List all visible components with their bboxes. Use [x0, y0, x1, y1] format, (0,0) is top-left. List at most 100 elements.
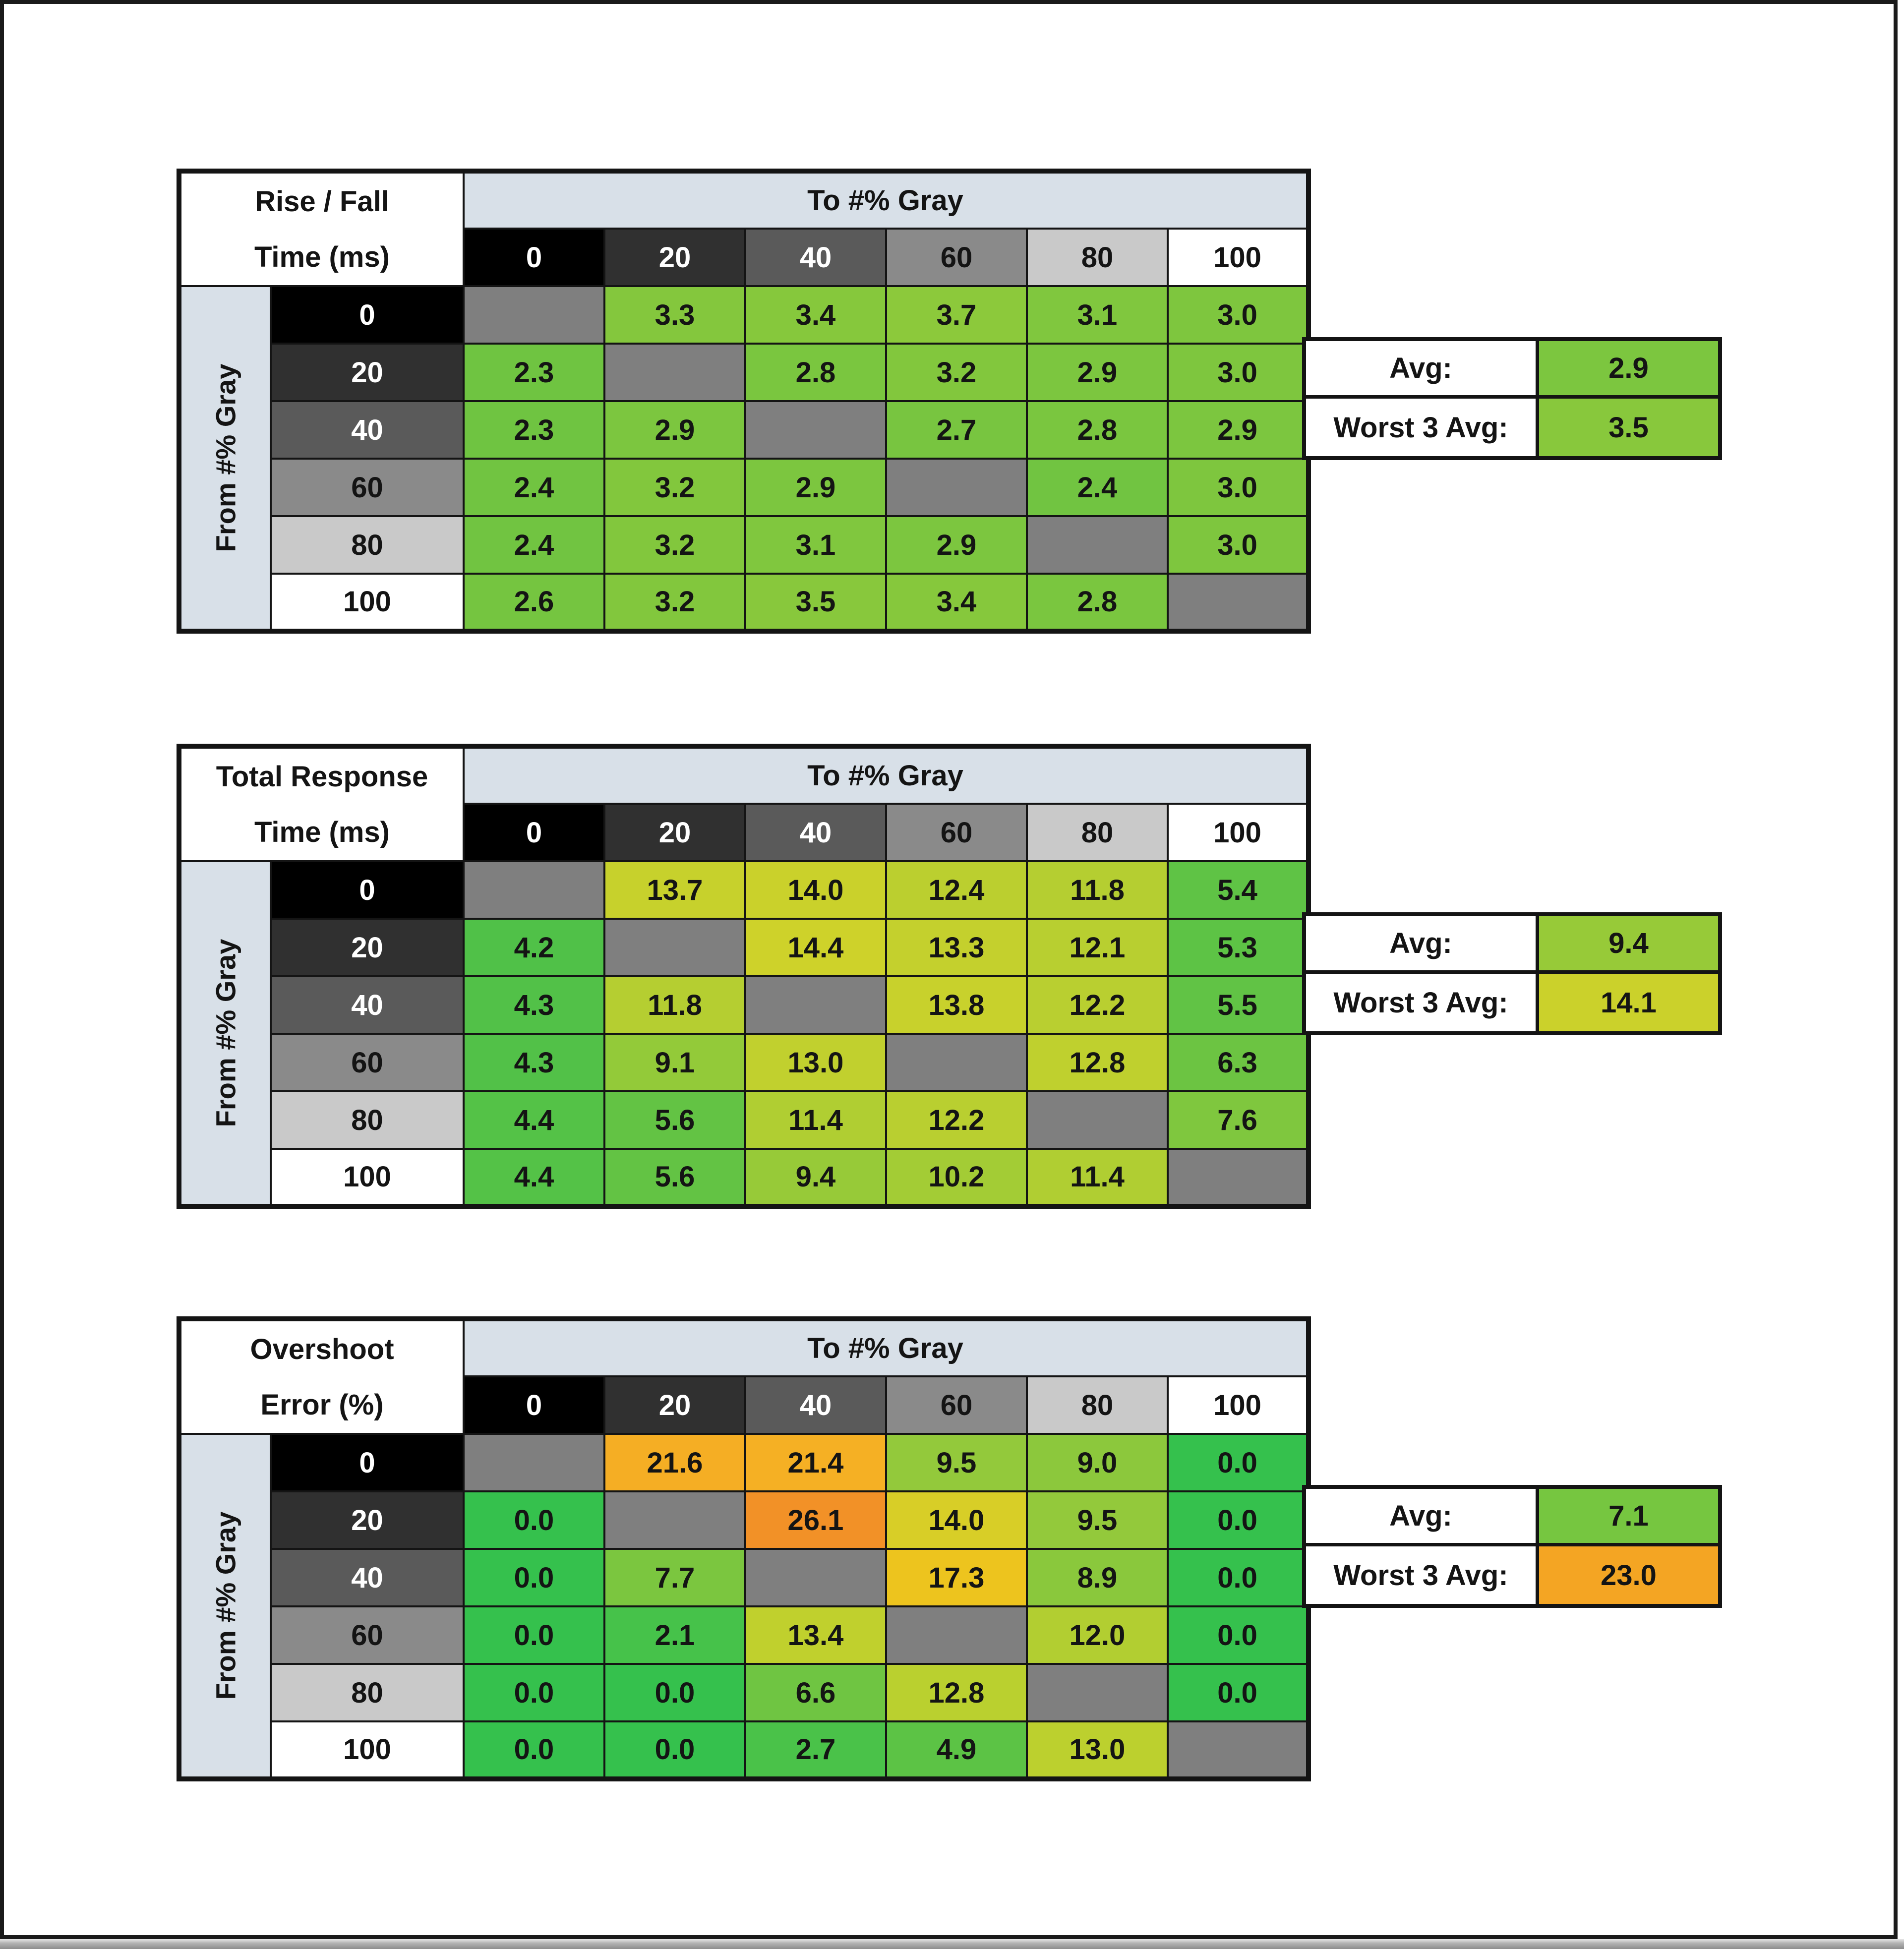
- heatmap-cell-diagonal: [744, 400, 887, 460]
- heatmap-cell: 0.0: [1166, 1548, 1310, 1607]
- heatmap-cell: 0.0: [603, 1720, 746, 1780]
- table-title-line2: Error (%): [260, 1388, 384, 1421]
- heatmap-cell: 2.8: [1026, 573, 1169, 632]
- heatmap-cell: 3.0: [1166, 285, 1310, 345]
- row-header-40: 40: [270, 975, 465, 1035]
- heatmap-cell-diagonal: [463, 285, 605, 345]
- heatmap-cell: 2.6: [463, 573, 605, 632]
- heatmap-cell: 9.5: [1026, 1490, 1169, 1550]
- summary-box: Avg: 7.1 Worst 3 Avg: 23.0: [1302, 1485, 1722, 1608]
- heatmap-cell-diagonal: [603, 343, 746, 402]
- heatmap-cell: 14.0: [744, 860, 887, 920]
- heatmap-cell-diagonal: [744, 1548, 887, 1607]
- bottom-scroll-strip: [0, 1939, 1904, 1949]
- row-header-20: 20: [270, 918, 465, 977]
- heatmap-cell: 3.2: [603, 458, 746, 517]
- heatmap-cell: 3.4: [744, 285, 887, 345]
- worst3-label: Worst 3 Avg:: [1306, 399, 1536, 456]
- heatmap-cell-diagonal: [1166, 573, 1310, 632]
- heatmap-cell: 21.6: [603, 1433, 746, 1492]
- heatmap-cell: 13.0: [744, 1033, 887, 1092]
- heatmap-cell: 11.4: [744, 1090, 887, 1150]
- heatmap-cell: 2.9: [744, 458, 887, 517]
- heatmap-cell: 2.9: [885, 515, 1028, 575]
- row-header-60: 60: [270, 458, 465, 517]
- heatmap-cell: 21.4: [744, 1433, 887, 1492]
- heatmap-cell-diagonal: [1166, 1720, 1310, 1780]
- heatmap-cell: 4.4: [463, 1090, 605, 1150]
- heatmap-row-from-80: 80 4.4 5.6 11.4 12.2 7.6: [179, 1090, 1310, 1150]
- table-title: Total Response Time (ms): [178, 745, 465, 862]
- row-header-20: 20: [270, 1490, 465, 1550]
- table-title: Rise / Fall Time (ms): [178, 170, 465, 287]
- worst3-value: 3.5: [1536, 399, 1718, 456]
- row-header-60: 60: [270, 1605, 465, 1665]
- heatmap-cell: 3.2: [603, 573, 746, 632]
- heatmap-cell-diagonal: [885, 1033, 1028, 1092]
- heatmap-cell: 3.2: [603, 515, 746, 575]
- heatmap-cell: 9.1: [603, 1033, 746, 1092]
- heatmap-cell: 26.1: [744, 1490, 887, 1550]
- row-header-40: 40: [270, 400, 465, 460]
- row-header-80: 80: [270, 1090, 465, 1150]
- heatmap-row-from-40: 40 2.3 2.9 2.7 2.8 2.9: [179, 400, 1310, 460]
- heatmap-row-from-0: From #% Gray 0 3.3 3.4 3.7 3.1 3.0: [178, 285, 1310, 632]
- from-gray-axis-label: From #% Gray: [178, 860, 272, 1207]
- col-header-100: 100: [1166, 1375, 1310, 1435]
- row-header-0: 0: [270, 860, 465, 920]
- table-title-line2: Time (ms): [254, 240, 390, 273]
- heatmap-cell: 0.0: [1166, 1605, 1310, 1665]
- from-gray-axis-text: From #% Gray: [210, 1511, 241, 1700]
- heatmap-cell: 5.4: [1166, 860, 1310, 920]
- overshoot-error-table: Overshoot Error (%) To #% Gray 0 20 40 60 80…: [177, 1316, 1311, 1781]
- heatmap-cell: 14.4: [744, 918, 887, 977]
- worst3-value: 23.0: [1536, 1546, 1718, 1604]
- heatmap-cell: 3.2: [885, 343, 1028, 402]
- table-title: Overshoot Error (%): [178, 1318, 465, 1435]
- heatmap-cell: 4.9: [885, 1720, 1028, 1780]
- heatmap-cell: 12.4: [885, 860, 1028, 920]
- heatmap-cell: 0.0: [463, 1605, 605, 1665]
- heatmap-cell-diagonal: [463, 1433, 605, 1492]
- avg-label: Avg:: [1306, 1489, 1536, 1546]
- heatmap-cell: 10.2: [885, 1148, 1028, 1207]
- row-header-0: 0: [270, 1433, 465, 1492]
- row-header-0: 0: [270, 285, 465, 345]
- heatmap-cell: 0.0: [463, 1548, 605, 1607]
- row-header-100: 100: [270, 573, 465, 632]
- row-header-80: 80: [270, 515, 465, 575]
- col-header-40: 40: [744, 803, 887, 862]
- heatmap-row-from-40: 40 4.3 11.8 13.8 12.2 5.5: [179, 975, 1310, 1035]
- heatmap-row-from-80: 80 0.0 0.0 6.6 12.8 0.0: [179, 1663, 1310, 1722]
- row-header-100: 100: [270, 1148, 465, 1207]
- col-header-60: 60: [885, 803, 1028, 862]
- summary-box: Avg: 2.9 Worst 3 Avg: 3.5: [1302, 337, 1722, 460]
- row-header-40: 40: [270, 1548, 465, 1607]
- heatmap-cell: 8.9: [1026, 1548, 1169, 1607]
- heatmap-cell: 11.8: [603, 975, 746, 1035]
- heatmap-row-from-60: 60 4.3 9.1 13.0 12.8 6.3: [179, 1033, 1310, 1092]
- overshoot-error-section: Overshoot Error (%) To #% Gray 0 20 40 60 80…: [177, 1316, 1722, 1781]
- heatmap-cell-diagonal: [603, 1490, 746, 1550]
- to-gray-header: To #% Gray: [462, 745, 1310, 805]
- heatmap-row-from-80: 80 2.4 3.2 3.1 2.9 3.0: [179, 515, 1310, 575]
- heatmap-cell: 3.3: [603, 285, 746, 345]
- heatmap-cell: 12.2: [1026, 975, 1169, 1035]
- heatmap-cell: 13.7: [603, 860, 746, 920]
- summary-box: Avg: 9.4 Worst 3 Avg: 14.1: [1302, 912, 1722, 1035]
- row-header-100: 100: [270, 1720, 465, 1780]
- table-title-line1: Total Response: [216, 760, 428, 793]
- col-header-0: 0: [463, 228, 605, 287]
- heatmap-cell: 4.4: [463, 1148, 605, 1207]
- heatmap-cell: 2.9: [1026, 343, 1169, 402]
- heatmap-cell: 4.2: [463, 918, 605, 977]
- rise-fall-time-table: Rise / Fall Time (ms) To #% Gray 0 20 40 60…: [177, 169, 1311, 634]
- col-header-20: 20: [603, 228, 746, 287]
- from-gray-axis-label: From #% Gray: [178, 285, 272, 632]
- heatmap-cell: 5.6: [603, 1090, 746, 1150]
- heatmap-row-from-0: From #% Gray 0 13.7 14.0 12.4 11.8 5.4: [178, 860, 1310, 1207]
- heatmap-cell: 0.0: [463, 1663, 605, 1722]
- heatmap-row-from-40: 40 0.0 7.7 17.3 8.9 0.0: [179, 1548, 1310, 1607]
- heatmap-cell: 2.9: [603, 400, 746, 460]
